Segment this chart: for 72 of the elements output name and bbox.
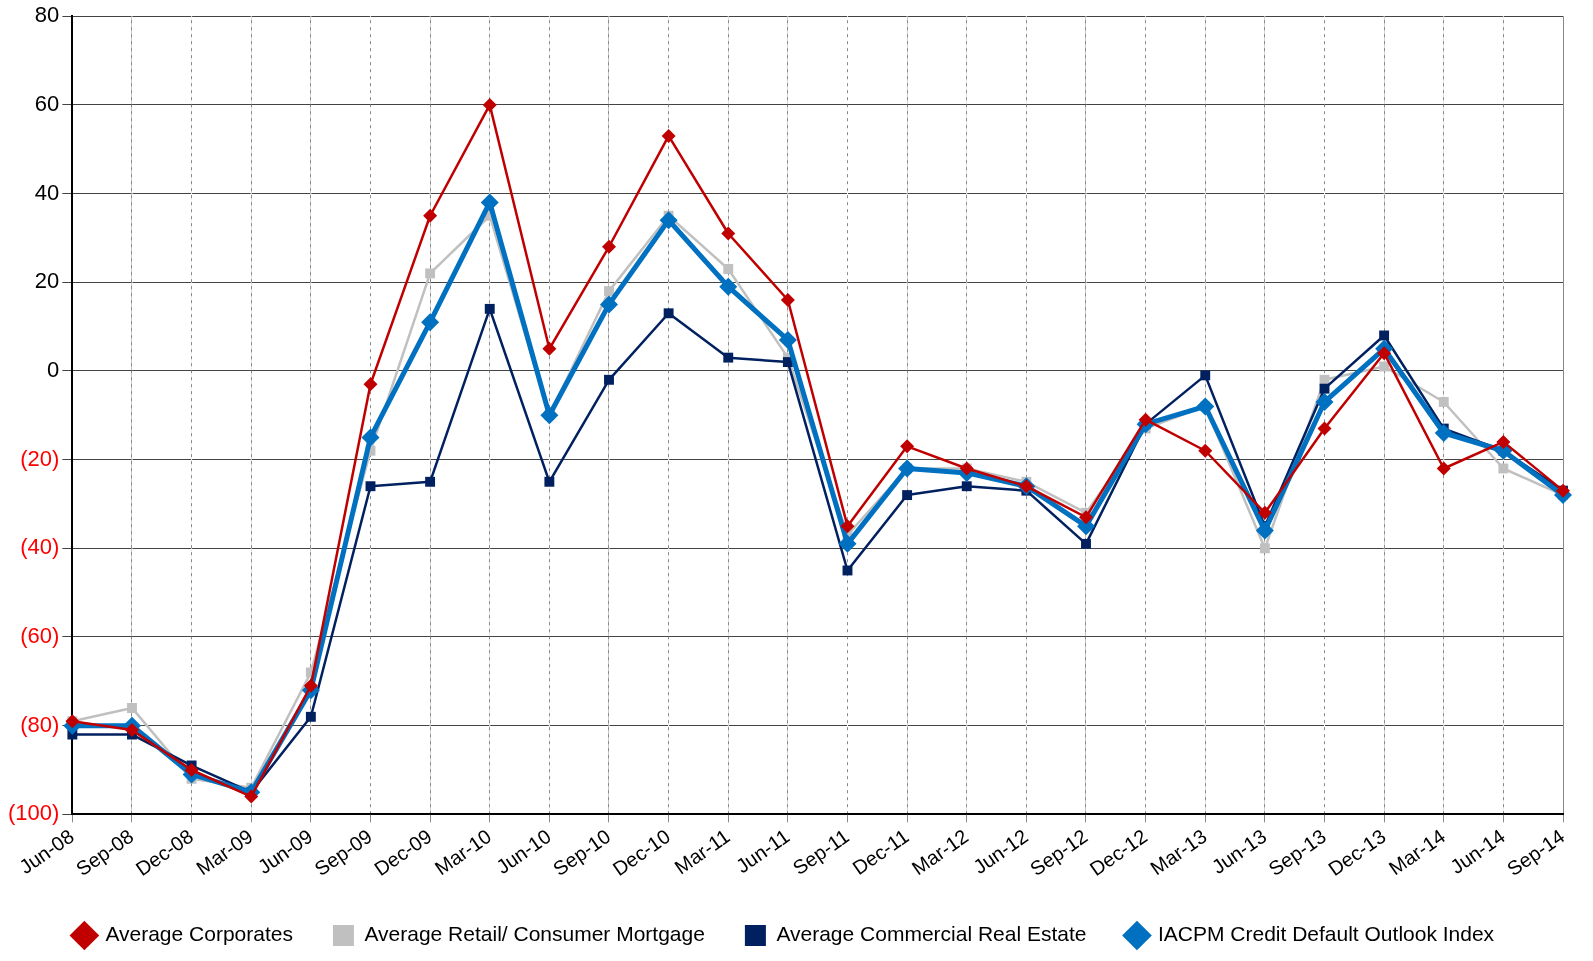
point [423, 208, 438, 223]
point [244, 789, 259, 804]
point [1138, 412, 1153, 427]
point [1257, 505, 1272, 520]
point [838, 534, 857, 553]
point [480, 193, 499, 212]
point [542, 341, 557, 356]
point [1081, 538, 1091, 549]
point [1078, 510, 1093, 525]
point [1436, 461, 1451, 476]
point [425, 476, 436, 487]
y-tick-label: (60) [20, 623, 60, 649]
point [1377, 346, 1392, 361]
point [124, 723, 139, 738]
point [778, 330, 797, 349]
point [719, 277, 738, 296]
point [1379, 330, 1390, 341]
point [305, 711, 316, 722]
point [361, 428, 380, 447]
point [900, 439, 915, 454]
point [1317, 421, 1332, 436]
point [898, 459, 917, 478]
legend-label: Average Commercial Real Estate [776, 922, 1087, 946]
point [1198, 443, 1213, 458]
y-tick-label: (40) [20, 534, 60, 560]
point [184, 763, 199, 778]
point [540, 406, 559, 425]
y-tick-label: (20) [20, 445, 60, 471]
y-tick-label: (100) [8, 800, 60, 826]
y-tick-label: 80 [34, 2, 60, 28]
point [604, 374, 614, 385]
point [659, 211, 678, 230]
point [661, 128, 676, 143]
point [1259, 543, 1270, 554]
point [723, 264, 734, 274]
point [127, 702, 137, 713]
point [544, 476, 555, 487]
point [1196, 397, 1215, 416]
point [1496, 434, 1511, 449]
point [599, 295, 618, 314]
point [840, 519, 855, 534]
point [663, 308, 674, 319]
point [421, 313, 440, 332]
y-tick-label: 60 [34, 90, 60, 116]
point [902, 490, 913, 501]
point [1319, 383, 1330, 394]
y-tick-label: (80) [20, 711, 60, 737]
point [425, 268, 436, 279]
point [363, 377, 378, 392]
point [1434, 424, 1453, 443]
y-tick-label: 40 [34, 179, 60, 205]
point [484, 303, 495, 314]
point [1200, 370, 1211, 381]
point [1498, 463, 1509, 474]
legend-label: Average Corporates [105, 922, 293, 946]
point [780, 292, 795, 307]
y-tick-label: 0 [47, 357, 60, 382]
point [1315, 392, 1334, 411]
point [1438, 397, 1449, 407]
point [482, 97, 497, 112]
point [1379, 361, 1390, 372]
point [961, 481, 972, 492]
y-tick-label: 20 [34, 268, 60, 294]
point [365, 481, 376, 492]
point [723, 352, 734, 363]
legend-label: IACPM Credit Default Outlook Index [1157, 922, 1495, 946]
point [303, 678, 318, 693]
legend-label: Average Retail/ Consumer Mortgage [364, 922, 705, 946]
point [721, 226, 736, 241]
point [601, 239, 616, 254]
point [604, 286, 614, 297]
point [1255, 521, 1274, 540]
